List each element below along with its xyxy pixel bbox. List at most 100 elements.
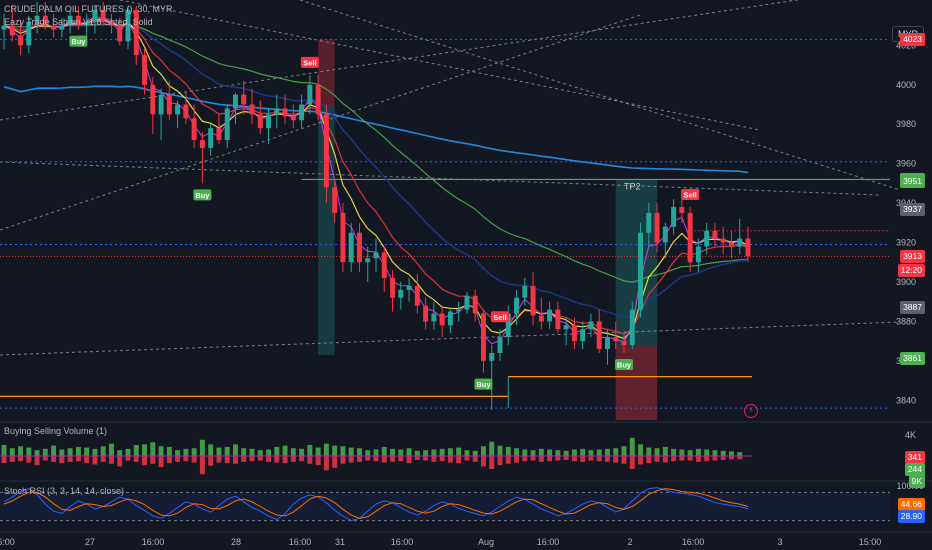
candle[interactable] [563, 317, 569, 346]
volume-buy-bar[interactable] [720, 450, 726, 456]
volume-sell-bar[interactable] [208, 456, 214, 466]
volume-buy-bar[interactable] [315, 447, 321, 456]
volume-buy-bar[interactable] [654, 448, 660, 456]
volume-sell-bar[interactable] [133, 456, 139, 462]
volume-sell-bar[interactable] [514, 456, 520, 463]
candle[interactable] [712, 222, 718, 247]
volume-buy-bar[interactable] [266, 449, 272, 457]
volume-sell-bar[interactable] [332, 456, 338, 468]
candle[interactable] [745, 226, 751, 263]
volume-buy-bar[interactable] [497, 445, 503, 456]
volume-sell-bar[interactable] [67, 456, 73, 462]
indicator-legend[interactable]: Eazy Trade Saham V1.8 Shted, Solid [4, 17, 153, 27]
candle[interactable] [687, 207, 693, 273]
volume-sell-bar[interactable] [538, 456, 544, 462]
volume-sell-bar[interactable] [9, 456, 15, 462]
volume-sell-bar[interactable] [423, 456, 429, 461]
candle[interactable] [125, 5, 131, 50]
volume-sell-bar[interactable] [695, 456, 701, 462]
volume-sell-bar[interactable] [315, 456, 321, 466]
volume-buy-bar[interactable] [224, 446, 230, 456]
symbol-legend[interactable]: CRUDE PALM OIL FUTURES (), 30, MYR [4, 4, 173, 14]
volume-buy-bar[interactable] [580, 448, 586, 456]
volume-sell-bar[interactable] [224, 456, 230, 464]
volume-sell-bar[interactable] [613, 456, 619, 463]
candle[interactable] [18, 19, 24, 56]
candle[interactable] [108, 13, 114, 34]
volume-sell-bar[interactable] [241, 456, 247, 462]
volume-buy-bar[interactable] [381, 446, 387, 456]
price-badge[interactable]: 3913 [900, 249, 925, 263]
candle[interactable] [662, 222, 668, 259]
candle[interactable] [588, 313, 594, 338]
candle[interactable] [390, 270, 396, 312]
candle[interactable] [646, 203, 652, 247]
volume-sell-bar[interactable] [547, 456, 553, 462]
candle[interactable] [728, 230, 734, 259]
volume-sell-bar[interactable] [571, 456, 577, 462]
volume-sell-bar[interactable] [299, 456, 305, 462]
candle[interactable] [621, 333, 627, 353]
volume-buy-bar[interactable] [100, 446, 106, 456]
candle[interactable] [290, 104, 296, 129]
candle[interactable] [323, 104, 329, 204]
candle[interactable] [414, 274, 420, 314]
candle[interactable] [59, 17, 65, 38]
volume-buy-bar[interactable] [728, 451, 734, 456]
candle[interactable] [340, 203, 346, 273]
candle[interactable] [737, 218, 743, 255]
alert-lightning-icon[interactable]: ⚡ [744, 404, 758, 418]
volume-sell-bar[interactable] [166, 456, 172, 464]
candle[interactable] [191, 104, 197, 148]
volume-buy-bar[interactable] [530, 450, 536, 456]
sell-signal[interactable]: Sell [300, 56, 319, 68]
volume-sell-bar[interactable] [323, 456, 329, 471]
volume-buy-bar[interactable] [67, 448, 73, 456]
volume-buy-bar[interactable] [1, 444, 7, 456]
volume-buy-bar[interactable] [365, 450, 371, 456]
volume-buy-bar[interactable] [166, 446, 172, 456]
candle[interactable] [208, 124, 214, 156]
candle[interactable] [514, 289, 520, 326]
volume-buy-bar[interactable] [398, 449, 404, 457]
candle[interactable] [704, 222, 710, 255]
candle[interactable] [604, 329, 610, 365]
volume-buy-bar[interactable] [183, 448, 189, 456]
volume-sell-bar[interactable] [406, 456, 412, 464]
candle[interactable] [133, 5, 139, 66]
candle[interactable] [1, 13, 7, 50]
volume-sell-bar[interactable] [108, 456, 114, 464]
volume-sell-bar[interactable] [34, 456, 40, 466]
volume-sell-bar[interactable] [687, 456, 693, 461]
volume-buy-bar[interactable] [133, 444, 139, 456]
candle[interactable] [480, 309, 486, 373]
volume-sell-bar[interactable] [646, 456, 652, 464]
price-badge[interactable]: 3937 [900, 202, 925, 216]
volume-buy-bar[interactable] [142, 444, 148, 456]
volume-sell-bar[interactable] [704, 456, 710, 462]
candle[interactable] [232, 92, 238, 125]
volume-buy-bar[interactable] [431, 449, 437, 457]
price-badge[interactable]: 3861 [900, 352, 925, 366]
volume-legend[interactable]: Buying Selling Volume (1) [4, 426, 107, 436]
candle[interactable] [555, 301, 561, 334]
volume-buy-bar[interactable] [332, 445, 338, 456]
volume-sell-bar[interactable] [679, 456, 685, 461]
volume-buy-bar[interactable] [588, 450, 594, 456]
volume-buy-bar[interactable] [456, 447, 462, 456]
candle[interactable] [447, 309, 453, 334]
volume-buy-bar[interactable] [75, 446, 81, 456]
rsi-badge[interactable]: 44.66 [897, 498, 925, 511]
candle[interactable] [580, 321, 586, 350]
candle[interactable] [158, 88, 164, 140]
volume-sell-bar[interactable] [588, 456, 594, 461]
volume-buy-bar[interactable] [547, 449, 553, 457]
volume-buy-bar[interactable] [282, 445, 288, 456]
volume-sell-bar[interactable] [654, 456, 660, 462]
volume-sell-bar[interactable] [373, 456, 379, 462]
candle[interactable] [671, 199, 677, 235]
candle[interactable] [654, 203, 660, 253]
volume-sell-bar[interactable] [580, 456, 586, 462]
candle[interactable] [183, 92, 189, 125]
volume-sell-bar[interactable] [183, 456, 189, 462]
